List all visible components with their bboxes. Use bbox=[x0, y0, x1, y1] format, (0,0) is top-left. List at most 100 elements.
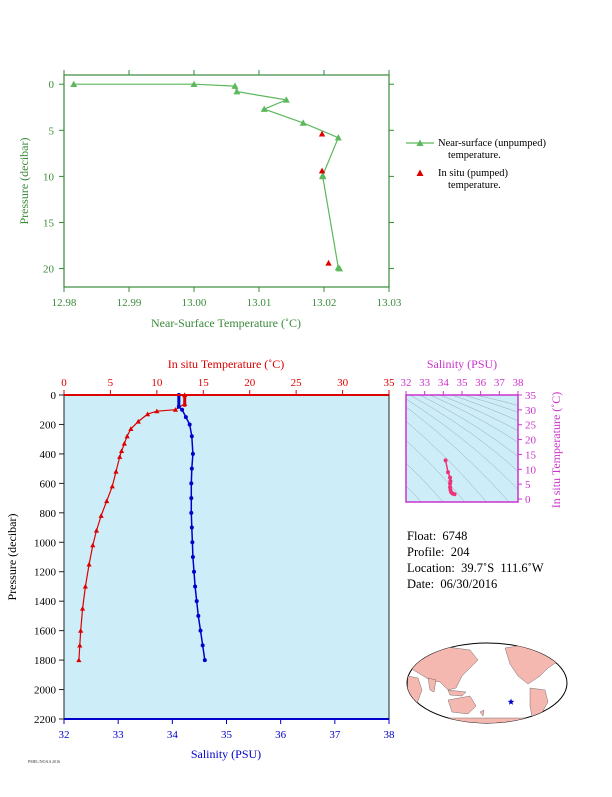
temperature-tick-label: 25 bbox=[291, 377, 303, 389]
temperature-tick-label: 20 bbox=[244, 377, 256, 389]
near-surface-point bbox=[319, 172, 327, 180]
salinity-tick-label: 32 bbox=[59, 729, 70, 741]
temperature-point bbox=[90, 542, 96, 548]
temperature-tick-label: 15 bbox=[198, 377, 210, 389]
pressure-tick-label: 1600 bbox=[34, 626, 57, 638]
salinity-point bbox=[196, 613, 201, 618]
salinity-point bbox=[189, 496, 194, 501]
salinity-point bbox=[200, 643, 205, 648]
ts-data-marks bbox=[443, 458, 457, 497]
legend-in-situ-label-2: temperature. bbox=[448, 180, 501, 191]
salinity-point bbox=[189, 466, 194, 471]
in-situ-point bbox=[318, 167, 326, 174]
salinity-point bbox=[192, 569, 196, 574]
salinity-point bbox=[180, 407, 185, 412]
ts-diagram: 32 33 34 35 36 37 38 0 5 10 15 20 25 30 35 Salinity (P… bbox=[401, 357, 564, 509]
temperature-tick-label: 30 bbox=[337, 377, 349, 389]
pressure-tick-label: 2200 bbox=[34, 714, 57, 726]
world-map bbox=[406, 642, 568, 724]
top-y-axis-label: Pressure (decibar) bbox=[17, 138, 31, 225]
ts-plot-frame bbox=[405, 394, 519, 503]
ts-x-tick-label: 33 bbox=[419, 377, 431, 389]
profile-chart: 32 33 34 35 36 37 38 0 5 10 15 20 25 30 35 0 200 400 600 80… bbox=[5, 357, 395, 761]
top-y-tick-label: 10 bbox=[43, 171, 55, 183]
salinity-point bbox=[202, 658, 207, 663]
salinity-tick-label: 34 bbox=[167, 729, 179, 741]
top-x-axis-label: Near-Surface Temperature (˚C) bbox=[151, 316, 301, 330]
pressure-tick-label: 600 bbox=[40, 478, 57, 490]
pressure-tick-label: 0 bbox=[51, 390, 57, 402]
salinity-point bbox=[193, 584, 198, 589]
near-surface-point bbox=[282, 96, 290, 103]
salinity-tick-label: 36 bbox=[275, 729, 287, 741]
temperature-point bbox=[93, 527, 100, 533]
pressure-tick-label: 400 bbox=[40, 449, 57, 461]
ts-y-tick-label: 5 bbox=[525, 479, 531, 491]
pressure-tick-label: 1200 bbox=[34, 567, 57, 579]
salinity-point bbox=[189, 434, 194, 439]
temperature-point bbox=[113, 468, 119, 474]
pressure-tick-label: 2000 bbox=[34, 685, 57, 697]
profile-plot-background bbox=[64, 395, 389, 719]
ts-density-contours bbox=[406, 395, 518, 502]
legend-near-surface-label-1: Near-surface (unpumped) bbox=[438, 138, 546, 149]
temperature-point bbox=[128, 426, 134, 431]
salinity-point bbox=[183, 415, 188, 420]
new-zealand-landmass bbox=[479, 709, 485, 717]
salinity-point bbox=[194, 599, 199, 604]
salinity-point bbox=[189, 525, 194, 530]
float-info-panel: Float: 6748 Profile: 204 Location: 39.7˚… bbox=[407, 528, 544, 592]
in-situ-point bbox=[318, 130, 326, 137]
profile-bottom-axis-label: Salinity (PSU) bbox=[191, 747, 261, 761]
ts-x-tick-label: 35 bbox=[457, 377, 469, 389]
temperature-point bbox=[172, 407, 179, 412]
ts-title: Salinity (PSU) bbox=[427, 357, 497, 371]
pressure-tick-label: 1400 bbox=[34, 596, 57, 608]
top-x-tick-label: 13.00 bbox=[182, 297, 207, 309]
ts-point bbox=[448, 481, 453, 486]
near-surface-point bbox=[336, 265, 344, 272]
in-situ-point bbox=[325, 259, 332, 266]
near-surface-point bbox=[233, 88, 241, 95]
date: Date: 06/30/2016 bbox=[407, 577, 498, 591]
profile-axes: 32 33 34 35 36 37 38 0 5 10 15 20 25 30 35 0 200 400 600 80… bbox=[34, 377, 395, 741]
temperature-point bbox=[182, 401, 188, 406]
temperature-tick-label: 5 bbox=[108, 377, 114, 389]
ts-y-tick-label: 0 bbox=[525, 494, 531, 506]
salinity-tick-label: 33 bbox=[113, 729, 125, 741]
salinity-point bbox=[189, 481, 194, 486]
ts-x-tick-label: 37 bbox=[494, 377, 506, 389]
near-surface-point bbox=[299, 119, 307, 126]
pressure-tick-label: 800 bbox=[40, 508, 57, 520]
footer-credit: PMEL/NOAA 2016 bbox=[28, 759, 61, 764]
india-landmass bbox=[427, 677, 437, 693]
temperature-point bbox=[98, 513, 104, 518]
near-surface-temperature-line bbox=[73, 83, 340, 270]
profile-y-axis-label: Pressure (decibar) bbox=[5, 514, 19, 601]
ts-y-tick-label: 20 bbox=[525, 435, 537, 447]
top-x-tick-label: 12.98 bbox=[52, 297, 77, 309]
south-america-landmass bbox=[529, 687, 549, 723]
salinity-point bbox=[190, 451, 195, 456]
pressure-tick-label: 1800 bbox=[34, 655, 57, 667]
temperature-point bbox=[118, 448, 125, 454]
temperature-point bbox=[82, 583, 88, 589]
ts-plot-background bbox=[406, 395, 518, 502]
indonesia-landmass bbox=[447, 689, 467, 697]
ts-y-tick-label: 10 bbox=[525, 464, 537, 476]
top-data-marks bbox=[70, 80, 344, 272]
ts-point bbox=[446, 470, 450, 475]
temperature-point bbox=[79, 605, 86, 611]
temperature-point bbox=[76, 657, 82, 663]
ts-y-axis-label: In situ Temperature (˚C) bbox=[549, 392, 563, 509]
temperature-point bbox=[135, 418, 141, 424]
top-x-tick-label: 13.01 bbox=[247, 297, 272, 309]
float-location-star bbox=[507, 698, 515, 705]
salinity-tick-label: 38 bbox=[384, 729, 396, 741]
temperature-point bbox=[78, 628, 84, 633]
temperature-point bbox=[117, 454, 123, 459]
ts-x-tick-label: 36 bbox=[475, 377, 487, 389]
greenland-landmass bbox=[539, 643, 557, 653]
top-x-tick-label: 13.02 bbox=[312, 297, 337, 309]
